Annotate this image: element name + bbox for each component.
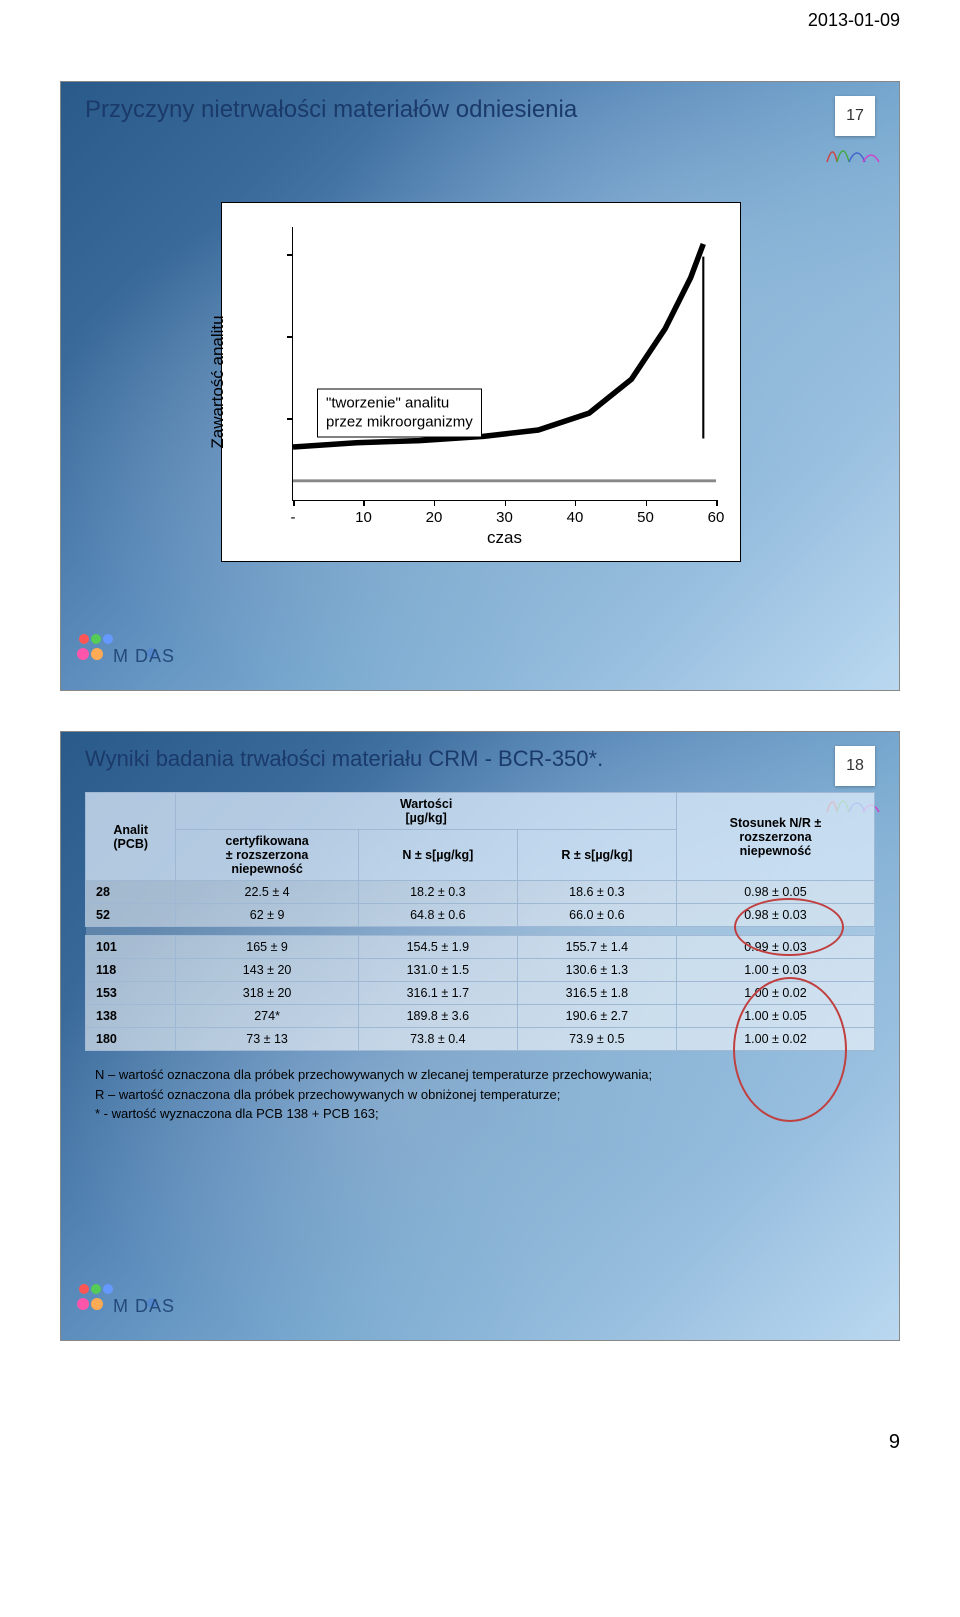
table-row: 2822.5 ± 418.2 ± 0.318.6 ± 0.30.98 ± 0.0… [86,881,875,904]
cell: 52 [86,904,176,927]
slide-2: Wyniki badania trwałości materiału CRM -… [60,731,900,1341]
cell: 318 ± 20 [176,982,358,1005]
th-n: N ± s[µg/kg] [358,830,517,881]
date-header: 2013-01-09 [0,10,900,31]
plot-area: -102030405060 czas "tworzenie" analitupr… [292,227,716,501]
th-stosunek: Stosunek N/R ±rozszerzonaniepewność [676,793,874,881]
cell: 1.00 ± 0.02 [676,982,874,1005]
logo-text: M DAS [113,646,175,667]
cell: 73.8 ± 0.4 [358,1028,517,1051]
footnote-line: R – wartość oznaczona dla próbek przecho… [95,1085,865,1105]
cell: 73.9 ± 0.5 [517,1028,676,1051]
cell: 274* [176,1005,358,1028]
chart-ylabel: Zawartość analitu [208,315,228,448]
peaks-icon [825,138,881,164]
cell: 101 [86,936,176,959]
cell: 180 [86,1028,176,1051]
table-row: 18073 ± 1373.8 ± 0.473.9 ± 0.51.00 ± 0.0… [86,1028,875,1051]
cell: 18.2 ± 0.3 [358,881,517,904]
cell: 316.5 ± 1.8 [517,982,676,1005]
cell: 153 [86,982,176,1005]
cell: 0.99 ± 0.03 [676,936,874,959]
curve-label: "tworzenie" analituprzez mikroorganizmy [317,388,482,437]
cell: 22.5 ± 4 [176,881,358,904]
table-row: 101165 ± 9154.5 ± 1.9155.7 ± 1.40.99 ± 0… [86,936,875,959]
cell: 190.6 ± 2.7 [517,1005,676,1028]
cell: 138 [86,1005,176,1028]
cell: 189.8 ± 3.6 [358,1005,517,1028]
cell: 154.5 ± 1.9 [358,936,517,959]
slide2-title: Wyniki badania trwałości materiału CRM -… [85,746,603,772]
slide2-pagenum: 18 [835,746,875,786]
cell: 165 ± 9 [176,936,358,959]
table-row: 118143 ± 20131.0 ± 1.5130.6 ± 1.31.00 ± … [86,959,875,982]
cell: 28 [86,881,176,904]
cell: 1.00 ± 0.03 [676,959,874,982]
cell: 62 ± 9 [176,904,358,927]
table-row: 153318 ± 20316.1 ± 1.7316.5 ± 1.81.00 ± … [86,982,875,1005]
cell: 0.98 ± 0.03 [676,904,874,927]
cell: 73 ± 13 [176,1028,358,1051]
logo-2: M DAS [77,1282,187,1326]
th-wartosci: Wartości[µg/kg] [176,793,677,830]
cell: 155.7 ± 1.4 [517,936,676,959]
chart-panel: Zawartość analitu -102030405060 czas [221,202,741,562]
cell: 1.00 ± 0.02 [676,1028,874,1051]
table-row: 138274*189.8 ± 3.6190.6 ± 2.71.00 ± 0.05 [86,1005,875,1028]
slide-1: Przyczyny nietrwałości materiałów odnies… [60,81,900,691]
cell: 131.0 ± 1.5 [358,959,517,982]
footnote-line: * - wartość wyznaczona dla PCB 138 + PCB… [95,1104,865,1124]
slide1-title: Przyczyny nietrwałości materiałów odnies… [85,96,577,124]
cell: 1.00 ± 0.05 [676,1005,874,1028]
th-r: R ± s[µg/kg] [517,830,676,881]
cell: 316.1 ± 1.7 [358,982,517,1005]
cell: 130.6 ± 1.3 [517,959,676,982]
cell: 118 [86,959,176,982]
footnote-line: N – wartość oznaczona dla próbek przecho… [95,1065,865,1085]
table-row: 5262 ± 964.8 ± 0.666.0 ± 0.60.98 ± 0.03 [86,904,875,927]
logo-text-2: M DAS [113,1296,175,1317]
cell: 64.8 ± 0.6 [358,904,517,927]
footer-page-num: 9 [0,1431,900,1454]
th-analit: Analit(PCB) [86,793,176,881]
page: Przyczyny nietrwałości materiałów odnies… [0,61,960,1421]
footnotes: N – wartość oznaczona dla próbek przecho… [85,1059,875,1130]
curve-svg [293,227,716,650]
cell: 18.6 ± 0.3 [517,881,676,904]
table-wrap: Analit(PCB) Wartości[µg/kg] Stosunek N/R… [85,792,875,1280]
cell: 143 ± 20 [176,959,358,982]
slide1-pagenum: 17 [835,96,875,136]
cell: 66.0 ± 0.6 [517,904,676,927]
cell: 0.98 ± 0.05 [676,881,874,904]
data-table: Analit(PCB) Wartości[µg/kg] Stosunek N/R… [85,792,875,1051]
logo: M DAS [77,632,187,676]
th-cert: certyfikowana± rozszerzonaniepewność [176,830,358,881]
